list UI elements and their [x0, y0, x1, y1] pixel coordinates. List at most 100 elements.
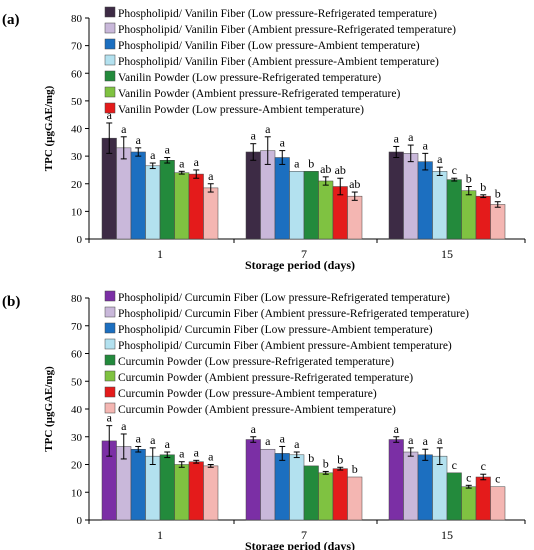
legend-swatch — [104, 86, 116, 98]
significance-letter: a — [107, 108, 113, 122]
bar — [318, 472, 334, 521]
bar — [130, 151, 146, 240]
y-tick-label: 30 — [71, 432, 83, 444]
significance-letter: a — [165, 437, 171, 451]
bar — [260, 448, 276, 521]
x-tick-label: 7 — [301, 528, 307, 542]
y-tick-label: 50 — [71, 376, 83, 388]
legend-label: Phospholipid/ Vanilin Fiber (Ambient pre… — [118, 56, 439, 68]
significance-letter: a — [294, 437, 300, 451]
significance-letter: a — [208, 450, 214, 464]
significance-letter: b — [308, 451, 314, 465]
y-axis-label: TPC (µgGAE/mg) — [43, 85, 55, 171]
y-tick-label: 0 — [77, 515, 83, 527]
significance-letter: a — [179, 156, 185, 170]
legend-label: Curcumin Powder (Low pressure-Ambient te… — [118, 388, 377, 400]
bar — [145, 165, 161, 240]
significance-letter: a — [136, 133, 142, 147]
bar — [303, 465, 319, 521]
bar — [303, 171, 319, 240]
legend-label: Phospholipid/ Curcumin Fiber (Ambient pr… — [118, 340, 452, 352]
significance-letter: a — [394, 131, 400, 145]
significance-letter: a — [294, 156, 300, 170]
legend-label: Curcumin Powder (Low pressure-Refrigerat… — [118, 356, 394, 368]
bar — [159, 454, 175, 521]
x-axis-label: Storage period (days) — [245, 539, 355, 550]
bar — [289, 171, 305, 240]
legend-swatch — [104, 290, 116, 302]
legend-label: Phospholipid/ Vanilin Fiber (Ambient pre… — [118, 24, 456, 36]
legend-label: Phospholipid/ Vanilin Fiber (Low pressur… — [118, 8, 437, 20]
y-tick-label: 40 — [71, 124, 83, 136]
panel-label: (a) — [2, 12, 20, 28]
bar — [245, 439, 261, 521]
y-tick-label: 20 — [71, 460, 83, 472]
significance-letter: c — [481, 459, 486, 473]
bar — [388, 439, 404, 521]
significance-letter: b — [495, 187, 501, 201]
legend-swatch — [104, 102, 116, 114]
y-tick-label: 60 — [71, 349, 83, 361]
significance-letter: a — [194, 445, 200, 459]
significance-letter: c — [495, 472, 500, 486]
bar — [446, 179, 462, 240]
y-tick-label: 50 — [71, 96, 83, 108]
bar — [174, 464, 190, 521]
significance-letter: a — [265, 434, 271, 448]
significance-letter: a — [408, 130, 414, 144]
y-tick-label: 20 — [71, 179, 83, 191]
significance-letter: b — [337, 452, 343, 466]
bar — [130, 448, 146, 521]
legend-swatch — [104, 54, 116, 66]
legend-swatch — [104, 70, 116, 82]
significance-letter: a — [437, 152, 443, 166]
significance-letter: a — [136, 431, 142, 445]
y-tick-label: 0 — [77, 234, 83, 246]
significance-letter: a — [121, 122, 127, 136]
bar — [432, 171, 448, 240]
x-axis-label: Storage period (days) — [245, 258, 355, 272]
significance-letter: a — [408, 433, 414, 447]
significance-letter: c — [452, 458, 457, 472]
bar — [403, 153, 419, 240]
significance-letter: b — [323, 456, 329, 470]
legend-label: Phospholipid/ Curcumin Fiber (Ambient pr… — [118, 308, 469, 320]
bar — [417, 454, 433, 521]
legend-label: Vanilin Powder (Low pressure-Refrigerate… — [118, 72, 381, 84]
y-tick-label: 40 — [71, 404, 83, 416]
significance-letter: a — [208, 169, 214, 183]
significance-letter: c — [466, 470, 471, 484]
bar — [475, 195, 491, 240]
legend-swatch — [104, 22, 116, 34]
bar — [332, 468, 348, 521]
bar — [490, 486, 506, 521]
y-tick-label: 80 — [71, 293, 83, 305]
x-tick-label: 1 — [157, 528, 163, 542]
significance-letter: b — [466, 172, 472, 186]
significance-letter: a — [423, 138, 429, 152]
significance-letter: a — [423, 434, 429, 448]
significance-letter: a — [150, 148, 156, 162]
legend-label: Vanilin Powder (Ambient pressure-Refrige… — [118, 88, 400, 100]
bar — [347, 195, 363, 240]
significance-letter: a — [179, 447, 185, 461]
legend: Phospholipid/ Vanilin Fiber (Low pressur… — [104, 6, 456, 116]
x-tick-label: 1 — [157, 247, 163, 261]
significance-letter: a — [165, 143, 171, 157]
y-tick-label: 80 — [71, 13, 83, 25]
legend-swatch — [104, 402, 116, 414]
bar — [274, 157, 290, 240]
legend-label: Curcumin Powder (Ambient pressure-Ambien… — [118, 404, 396, 416]
legend-swatch — [104, 354, 116, 366]
bar — [188, 173, 204, 240]
legend-swatch — [104, 386, 116, 398]
bar — [475, 476, 491, 521]
legend-swatch — [104, 370, 116, 382]
y-tick-label: 10 — [71, 206, 83, 218]
bar — [446, 472, 462, 521]
bar — [417, 161, 433, 240]
bar — [461, 190, 477, 240]
significance-letter: a — [194, 155, 200, 169]
legend-label: Vanilin Powder (Low pressure-Ambient tem… — [118, 104, 364, 116]
